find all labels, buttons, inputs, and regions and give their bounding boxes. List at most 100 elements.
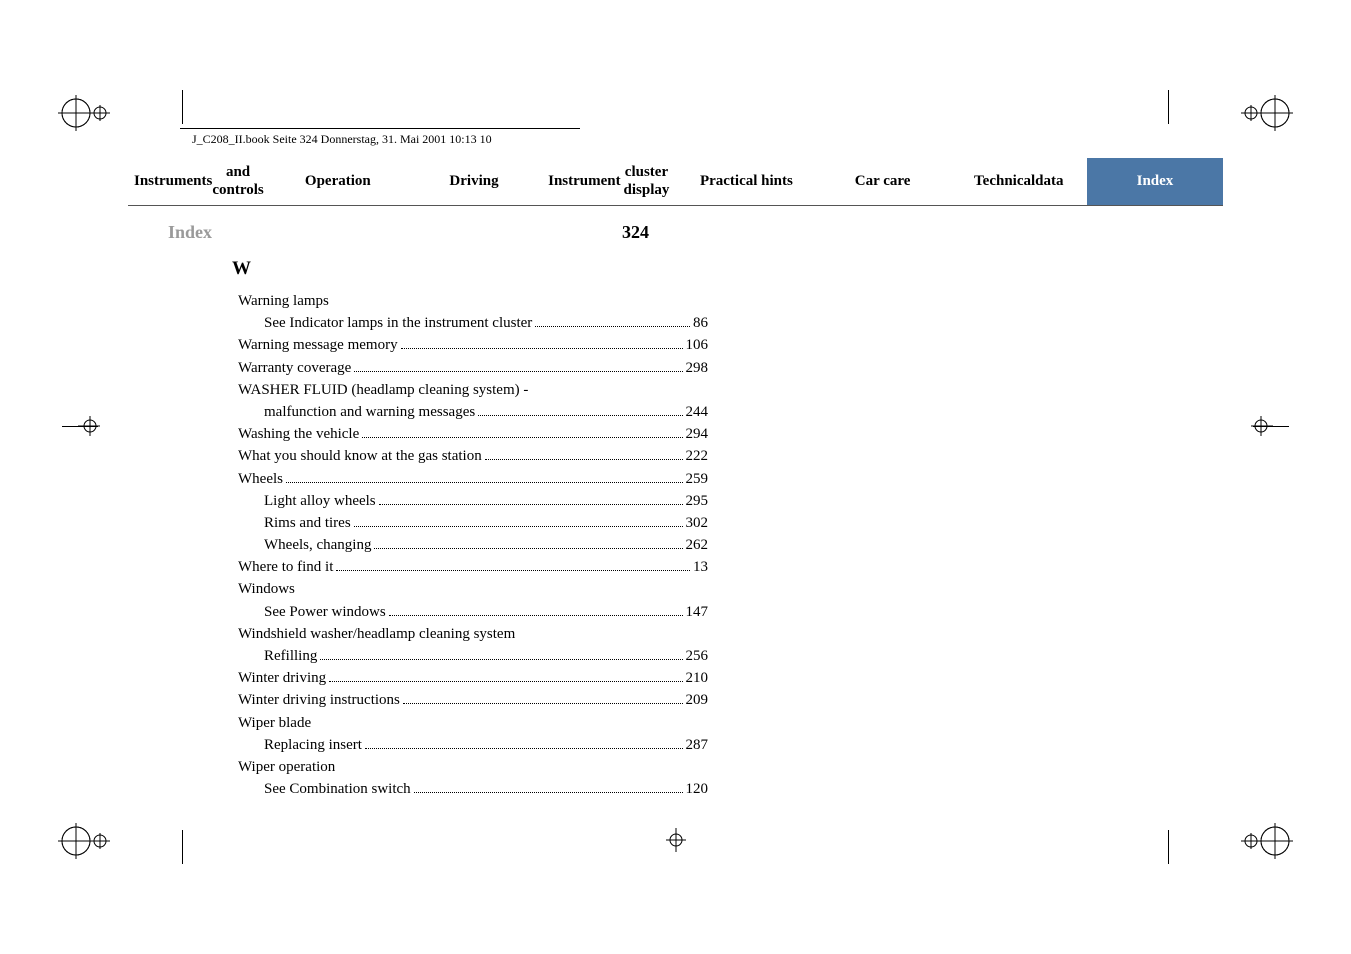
index-entry-text: Wheels [238,468,283,490]
index-entry-text: Washing the vehicle [238,423,359,445]
index-entry-leader [414,780,683,794]
index-entry: Warning message memory106 [238,334,708,356]
index-entry-leader [354,358,682,372]
index-entry-text: Winter driving [238,667,326,689]
nav-tab-index[interactable]: Index [1087,158,1223,205]
index-entry: Windshield washer/headlamp cleaning syst… [238,623,708,645]
fold-tick-bottom-right [1168,830,1169,864]
index-entry-leader [374,536,682,550]
index-entry-page: 147 [686,601,709,623]
nav-tab-practical-hints[interactable]: Practical hints [678,158,814,205]
index-entry-leader [401,336,683,350]
index-entry: What you should know at the gas station 2… [238,445,708,467]
index-entry-text: Wiper blade [238,712,311,734]
index-entry: Wheels 259 [238,468,708,490]
index-entry-page: 287 [686,734,709,756]
index-entry: Washing the vehicle 294 [238,423,708,445]
nav-tab-technical[interactable]: Technicaldata [951,158,1087,205]
nav-tab-label-2: data [1035,173,1063,190]
nav-tab-label-2: and controls [212,164,263,199]
index-entry-page: 120 [686,778,709,800]
nav-tab-label: Practical hints [700,173,793,190]
index-entry-leader [286,469,683,483]
index-entry-page: 298 [686,357,709,379]
index-entry: Warranty coverage298 [238,357,708,379]
index-entry-page: 244 [686,401,709,423]
nav-tab-instrument[interactable]: Instrumentcluster display [542,158,678,205]
fold-tick-mid-right [1253,426,1289,427]
index-entry-text: malfunction and warning messages [264,401,475,423]
index-entry-leader [320,647,682,661]
index-entry: Replacing insert287 [238,734,708,756]
index-entry: Light alloy wheels 295 [238,490,708,512]
index-entry-page: 294 [686,423,709,445]
index-entry-page: 262 [686,534,709,556]
index-entry-text: Windshield washer/headlamp cleaning syst… [238,623,515,645]
nav-tab-instruments[interactable]: Instrumentsand controls [128,158,270,205]
index-entry-text: Light alloy wheels [264,490,376,512]
index-entry-page: 86 [693,312,708,334]
index-entry: See Indicator lamps in the instrument cl… [238,312,708,334]
fold-tick-bottom-left [182,830,183,864]
section-row: Index [160,222,1191,243]
index-entry-leader [379,491,683,505]
navigation-tabs: Instrumentsand controls Operation Driving I… [128,158,1223,206]
nav-tab-operation[interactable]: Operation [270,158,406,205]
index-entry-text: Rims and tires [264,512,351,534]
index-entry: Wiper blade [238,712,708,734]
index-entry: See Combination switch 120 [238,778,708,800]
index-entry-page: 106 [686,334,709,356]
fold-tick-top-left [182,90,183,124]
index-entry: See Power windows 147 [238,601,708,623]
index-entry-page: 13 [693,556,708,578]
crop-mark-bottom-right [1241,807,1293,859]
nav-tab-label: Index [1137,173,1174,190]
index-entry-leader [535,314,690,328]
index-entry: Warning lamps [238,290,708,312]
crop-mark-bottom-center [662,828,690,868]
index-entry-leader [478,402,682,416]
book-header-line [180,128,580,129]
index-entry-page: 209 [686,689,709,711]
index-entry: Rims and tires 302 [238,512,708,534]
nav-tab-car-care[interactable]: Car care [814,158,950,205]
index-entry: Wheels, changing262 [238,534,708,556]
nav-tab-label: Car care [855,173,911,190]
nav-tab-label: Technical [974,173,1035,190]
nav-tab-driving[interactable]: Driving [406,158,542,205]
nav-tab-label-2: cluster display [621,164,673,199]
index-entry: WASHER FLUID (headlamp cleaning system) … [238,379,708,401]
book-header: J_C208_II.book Seite 324 Donnerstag, 31.… [192,132,492,147]
index-entry-text: See Power windows [264,601,386,623]
index-entry: Windows [238,578,708,600]
fold-tick-mid-left [62,426,98,427]
section-label: Index [168,222,212,243]
index-entry-text: See Combination switch [264,778,411,800]
index-content: W Warning lampsSee Indicator lamps in th… [238,258,708,800]
fold-tick-top-right [1168,90,1169,124]
index-entry-text: Refilling [264,645,317,667]
index-entry-leader [354,513,683,527]
index-entry-text: What you should know at the gas station [238,445,482,467]
nav-tab-label: Instruments [134,173,212,190]
index-entry-text: See Indicator lamps in the instrument cl… [264,312,532,334]
index-entry-leader [329,669,682,683]
index-entry-text: Winter driving instructions [238,689,400,711]
index-entry: malfunction and warning messages 244 [238,401,708,423]
nav-tab-label: Driving [449,173,498,190]
nav-tab-label: Operation [305,173,371,190]
crop-mark-top-right [1241,95,1293,147]
index-entry: Refilling 256 [238,645,708,667]
index-entry-page: 222 [686,445,709,467]
index-entry-page: 302 [686,512,709,534]
index-entry: Where to find it13 [238,556,708,578]
index-entry-page: 259 [686,468,709,490]
crop-mark-top-left [58,95,110,147]
index-entry-leader [403,691,683,705]
index-entry-text: Windows [238,578,295,600]
index-entry-text: Wiper operation [238,756,335,778]
index-entry-page: 295 [686,490,709,512]
index-entry: Winter driving 210 [238,667,708,689]
index-entry-page: 256 [686,645,709,667]
index-entry-page: 210 [686,667,709,689]
